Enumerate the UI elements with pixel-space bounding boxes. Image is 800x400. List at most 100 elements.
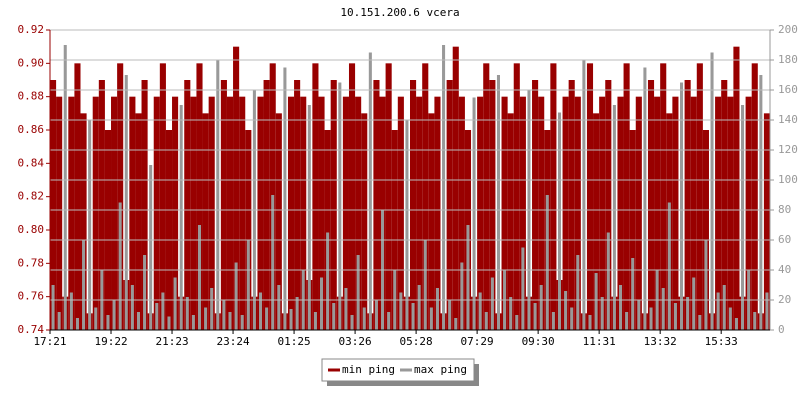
y2-tick-label: 100 (778, 173, 798, 186)
bar (472, 97, 476, 330)
x-tick-label: 21:23 (155, 335, 188, 348)
bar (338, 82, 342, 330)
bar (599, 96, 606, 331)
bar (233, 46, 240, 331)
bar (197, 225, 202, 330)
bar (112, 300, 116, 330)
y2-tick-label: 80 (778, 203, 791, 216)
y-tick-label: 0.86 (18, 123, 45, 136)
bar (667, 202, 671, 330)
bar (275, 113, 282, 330)
bar (80, 113, 87, 330)
bar (478, 292, 482, 330)
bar (294, 80, 301, 330)
bar (155, 303, 159, 330)
bar (763, 113, 770, 330)
bar (246, 240, 250, 330)
bar (710, 52, 714, 330)
bar (593, 113, 600, 330)
bar (751, 63, 758, 330)
bar (289, 309, 293, 330)
bar (355, 96, 362, 331)
bar (690, 96, 697, 331)
bar (446, 80, 453, 330)
bar (519, 96, 526, 331)
bar (271, 195, 275, 330)
bar (692, 277, 696, 330)
bar (265, 307, 269, 330)
bar (452, 46, 459, 331)
bar (220, 80, 227, 330)
bar (557, 112, 562, 330)
bar (684, 80, 691, 330)
bar (239, 96, 246, 331)
bar (106, 315, 110, 330)
bar (258, 292, 263, 330)
bar (637, 300, 641, 330)
bar (686, 297, 690, 330)
bar (184, 80, 191, 330)
bar (118, 202, 122, 330)
x-tick-label: 15:33 (705, 335, 738, 348)
bar (460, 262, 464, 330)
bar (287, 96, 295, 331)
bar (466, 225, 470, 330)
bar (574, 96, 581, 331)
y-tick-label: 0.84 (18, 156, 45, 169)
bar (348, 63, 356, 330)
bar (533, 303, 537, 330)
bar (98, 80, 105, 330)
bar (92, 96, 99, 331)
bar (374, 300, 378, 330)
bar (50, 80, 57, 330)
bar (733, 46, 740, 331)
y-tick-label: 0.78 (18, 256, 45, 269)
bar (330, 80, 337, 330)
bar (647, 80, 655, 330)
x-tick-label: 07:29 (461, 335, 494, 348)
bar (399, 292, 403, 330)
bar (429, 307, 433, 330)
bar (521, 247, 525, 330)
y2-tick-label: 160 (778, 83, 798, 96)
bar (617, 96, 624, 331)
y2-tick-label: 60 (778, 233, 791, 246)
x-tick-label: 17:21 (33, 335, 66, 348)
bar (397, 96, 404, 331)
x-tick-label: 19:22 (94, 335, 127, 348)
bar (448, 300, 452, 330)
legend-label: min ping (342, 363, 395, 376)
bar (582, 60, 586, 330)
y2-tick-label: 0 (778, 323, 785, 336)
bar (226, 96, 234, 331)
bar (588, 315, 592, 330)
bar (405, 120, 409, 330)
bar (312, 63, 319, 330)
bar (216, 60, 220, 330)
bar (350, 315, 354, 330)
bar (69, 292, 73, 330)
bar (721, 80, 728, 330)
bar (277, 285, 281, 330)
bar (564, 291, 568, 330)
bar (509, 297, 513, 330)
bar (51, 285, 55, 330)
bar (501, 96, 508, 331)
bar (722, 285, 726, 330)
bar (605, 80, 612, 330)
y2-tick-label: 40 (778, 263, 791, 276)
y-tick-label: 0.82 (18, 190, 45, 203)
bar (490, 277, 494, 330)
bar (483, 63, 490, 330)
bar (715, 96, 722, 331)
y-tick-label: 0.90 (18, 56, 45, 69)
plot-area (50, 45, 770, 331)
bar (208, 96, 215, 331)
bar (702, 130, 709, 330)
bar (165, 130, 173, 330)
bar (136, 312, 140, 330)
bar (368, 52, 372, 330)
bar (625, 312, 629, 330)
bar (362, 307, 366, 330)
